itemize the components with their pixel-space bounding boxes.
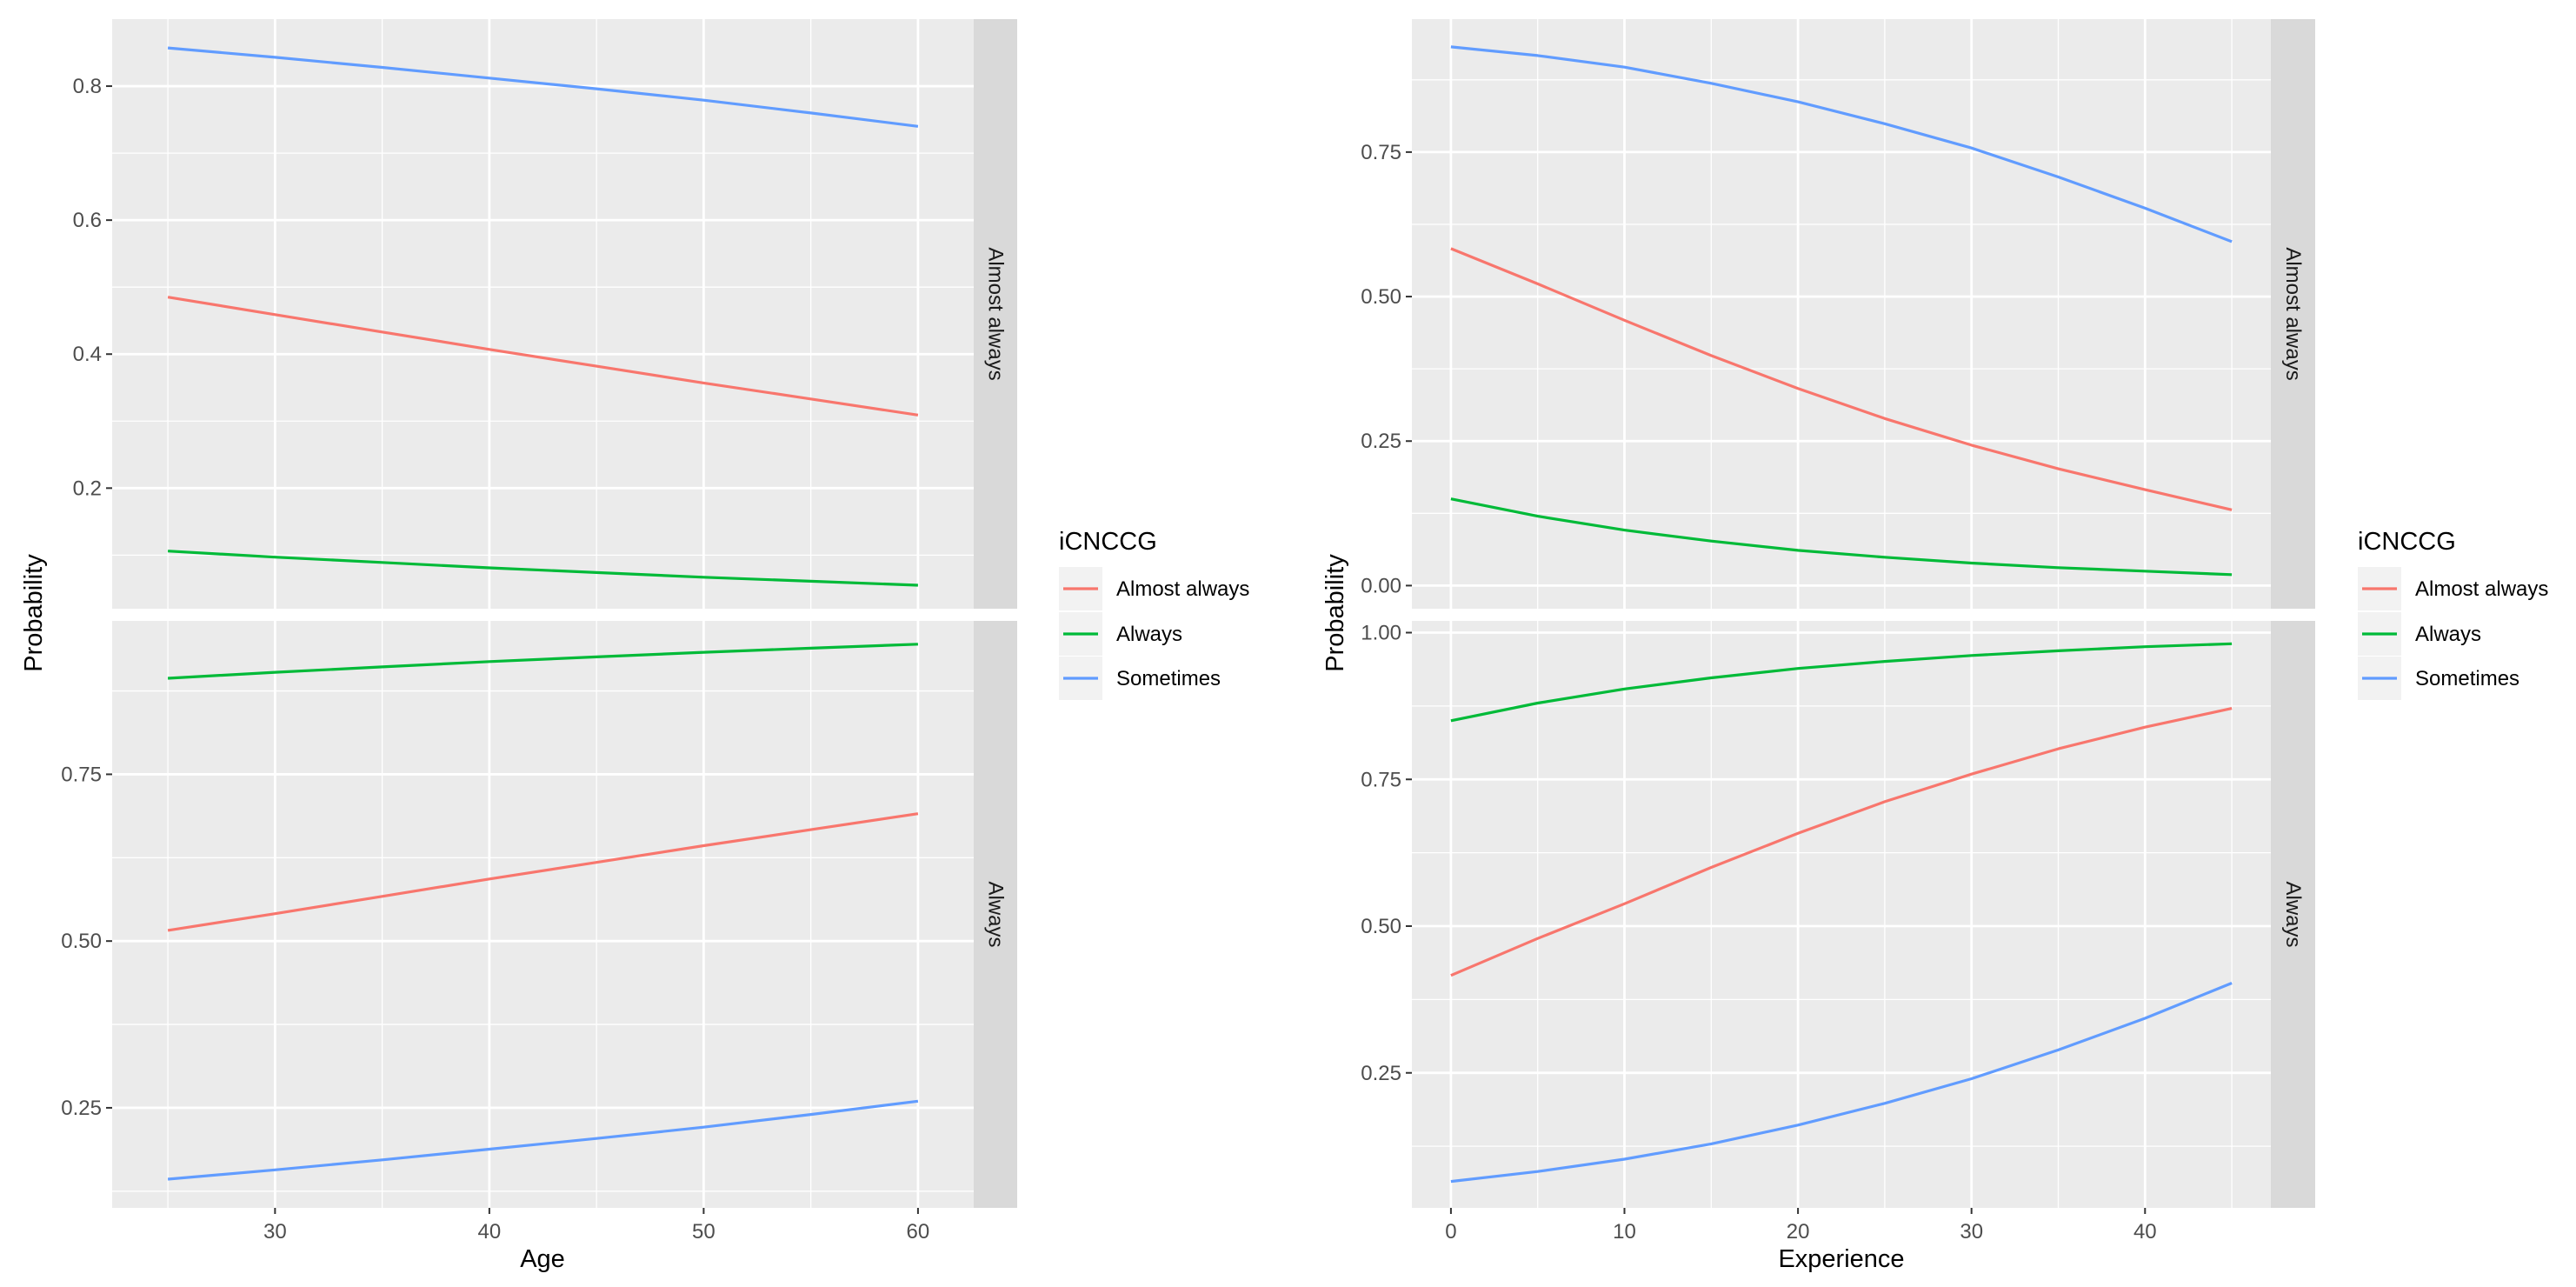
y-tick-label: 0.4 — [73, 343, 102, 366]
x-tick-label: 30 — [1960, 1220, 1983, 1244]
legend-label: Almost always — [2415, 577, 2548, 601]
facet-strip — [974, 621, 1017, 1208]
y-tick-label: 0.75 — [1361, 141, 1401, 164]
legend-label: Sometimes — [1116, 667, 1221, 690]
series-line-always — [1450, 497, 2233, 577]
legend-title: iCNCCG — [1059, 528, 1157, 556]
x-tick-label: 20 — [1787, 1220, 1810, 1244]
series-line-always — [168, 550, 918, 587]
facet-strip — [974, 19, 1017, 609]
y-tick-label: 0.2 — [73, 477, 102, 500]
x-tick-label: 40 — [2133, 1220, 2157, 1244]
series-line-sometimes — [1450, 982, 2233, 1184]
y-tick-label: 0.6 — [73, 209, 102, 232]
chart-1: 0.2 0.4 0.6 0.8 Almost always 0.25 0.50 0.75 Alw… — [20, 19, 1249, 1273]
y-tick-label: 0.50 — [1361, 915, 1401, 938]
y-tick-label: 0.50 — [1361, 285, 1401, 309]
series-line-always — [168, 643, 918, 680]
facet-strip-label: Always — [984, 881, 1008, 947]
y-tick-label: 0.75 — [1361, 768, 1401, 791]
panel-2: 0.25 0.50 0.75 1.00 Always — [1361, 621, 2315, 1208]
series-line-almost-always — [167, 812, 919, 932]
y-tick-label: 0.75 — [61, 763, 102, 786]
y-axis-title: Probability — [1321, 554, 1349, 672]
x-tick-label: 0 — [1445, 1220, 1456, 1244]
x-axis-title: Age — [520, 1245, 565, 1273]
panel-background — [1412, 621, 2271, 1208]
facet-strip-label: Almost always — [2281, 247, 2305, 380]
facet-strip — [2271, 19, 2315, 609]
panel-2: 0.25 0.50 0.75 Always — [61, 621, 1017, 1208]
series-line-sometimes — [167, 1099, 919, 1181]
legend-label: Always — [1116, 623, 1182, 646]
x-tick-label: 50 — [692, 1220, 716, 1244]
panel-1: 0.00 0.25 0.50 0.75 Almost always — [1361, 19, 2315, 609]
y-tick-label: 0.8 — [73, 75, 102, 98]
chart-2: 0.00 0.25 0.50 0.75 Almost always 0.25 0.50 0.7… — [1321, 19, 2548, 1273]
y-tick-label: 0.25 — [1361, 1062, 1401, 1085]
y-tick-label: 0.25 — [1361, 430, 1401, 453]
facet-strip-label: Almost always — [984, 247, 1008, 380]
legend-label: Sometimes — [2415, 667, 2519, 690]
panel-background — [112, 19, 974, 609]
legend-title: iCNCCG — [2358, 528, 2456, 556]
legend-label: Always — [2415, 623, 2481, 646]
series-line-almost-always — [1450, 247, 2233, 511]
series-line-almost-always — [1450, 707, 2233, 977]
x-axis-title: Experience — [1778, 1245, 1904, 1273]
legend: iCNCCG Almost always Always Sometimes — [1059, 528, 1249, 700]
y-tick-label: 0.00 — [1361, 574, 1401, 597]
y-axis-title: Probability — [20, 554, 48, 672]
x-tick-label: 30 — [263, 1220, 287, 1244]
facet-strip — [2271, 621, 2315, 1208]
panel-background — [1412, 19, 2271, 609]
series-line-sometimes — [1450, 45, 2233, 243]
x-tick-label: 40 — [478, 1220, 502, 1244]
x-tick-label: 10 — [1613, 1220, 1636, 1244]
series-line-always — [1450, 642, 2233, 723]
panel-background — [112, 621, 974, 1208]
y-tick-label: 1.00 — [1361, 622, 1401, 645]
legend: iCNCCG Almost always Always Sometimes — [2358, 528, 2548, 700]
legend-label: Almost always — [1116, 577, 1249, 601]
y-tick-label: 0.25 — [61, 1097, 102, 1120]
facet-strip-label: Always — [2281, 881, 2305, 947]
y-tick-label: 0.50 — [61, 930, 102, 953]
series-line-almost-always — [167, 296, 919, 417]
x-tick-label: 60 — [907, 1220, 930, 1244]
series-line-sometimes — [167, 46, 919, 128]
panel-1: 0.2 0.4 0.6 0.8 Almost always — [73, 19, 1017, 609]
